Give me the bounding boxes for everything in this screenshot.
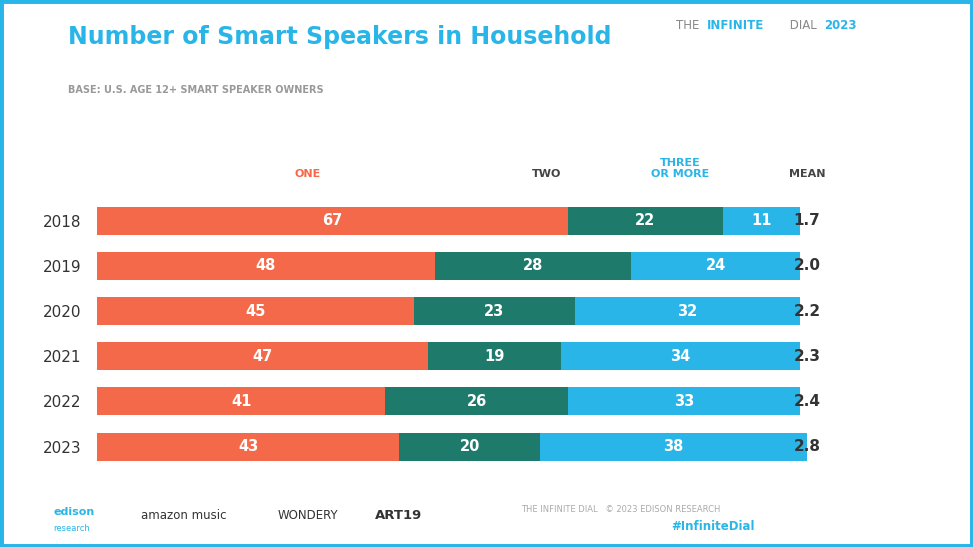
- Text: research: research: [54, 525, 90, 533]
- Text: INFINITE: INFINITE: [707, 19, 765, 32]
- Text: 45: 45: [245, 304, 266, 318]
- Text: edison: edison: [54, 507, 94, 517]
- Bar: [97, 207, 568, 235]
- Bar: [97, 433, 400, 461]
- Text: BASE: U.S. AGE 12+ SMART SPEAKER OWNERS: BASE: U.S. AGE 12+ SMART SPEAKER OWNERS: [68, 85, 324, 95]
- Text: 43: 43: [238, 439, 259, 454]
- Text: 1.7: 1.7: [794, 213, 820, 228]
- Text: 32: 32: [677, 304, 698, 318]
- Text: TWO: TWO: [532, 169, 561, 179]
- Text: 2.3: 2.3: [794, 349, 820, 364]
- Text: WONDERY: WONDERY: [277, 509, 338, 522]
- Text: 41: 41: [232, 394, 252, 409]
- Bar: [385, 387, 568, 415]
- Text: DIAL: DIAL: [786, 19, 817, 32]
- Bar: [97, 387, 385, 415]
- Text: 33: 33: [674, 394, 694, 409]
- Text: amazon music: amazon music: [141, 509, 227, 522]
- Bar: [97, 252, 435, 280]
- Bar: [540, 433, 807, 461]
- Text: 11: 11: [751, 213, 772, 228]
- Text: Number of Smart Speakers in Household: Number of Smart Speakers in Household: [68, 25, 612, 49]
- Text: 19: 19: [485, 349, 505, 364]
- Text: THE INFINITE DIAL   © 2023 EDISON RESEARCH: THE INFINITE DIAL © 2023 EDISON RESEARCH: [521, 505, 720, 514]
- Bar: [400, 433, 540, 461]
- Text: 2023: 2023: [824, 19, 856, 32]
- Bar: [723, 207, 800, 235]
- Text: #InfiniteDial: #InfiniteDial: [671, 520, 755, 533]
- Text: 24: 24: [705, 258, 726, 274]
- Text: 38: 38: [664, 439, 684, 454]
- Text: 26: 26: [467, 394, 486, 409]
- Text: MEAN: MEAN: [789, 169, 825, 179]
- Bar: [427, 342, 561, 370]
- Bar: [561, 342, 800, 370]
- Text: 2.4: 2.4: [794, 394, 820, 409]
- Text: ART19: ART19: [375, 509, 422, 522]
- Bar: [97, 297, 414, 325]
- Text: 2.2: 2.2: [794, 304, 820, 318]
- Bar: [97, 342, 427, 370]
- Text: 23: 23: [485, 304, 504, 318]
- Bar: [631, 252, 800, 280]
- Text: 20: 20: [459, 439, 480, 454]
- Text: 34: 34: [670, 349, 691, 364]
- Text: 2.8: 2.8: [794, 439, 820, 454]
- Bar: [575, 297, 800, 325]
- Text: ONE: ONE: [295, 169, 321, 179]
- Text: 48: 48: [256, 258, 276, 274]
- Text: 67: 67: [323, 213, 342, 228]
- Text: 47: 47: [252, 349, 272, 364]
- Bar: [568, 207, 723, 235]
- Text: 28: 28: [523, 258, 543, 274]
- Text: THREE
OR MORE: THREE OR MORE: [652, 158, 709, 179]
- Text: 2.0: 2.0: [794, 258, 820, 274]
- Bar: [435, 252, 631, 280]
- Text: 22: 22: [635, 213, 656, 228]
- Text: THE: THE: [676, 19, 703, 32]
- Bar: [568, 387, 800, 415]
- Bar: [414, 297, 575, 325]
